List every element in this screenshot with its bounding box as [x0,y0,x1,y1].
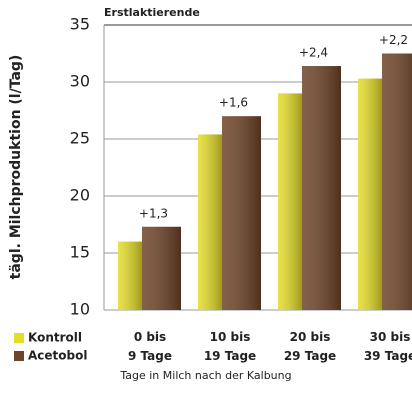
bar-shade [278,93,302,311]
bar-shade [222,116,261,310]
x-tick-label: 20 bis 29 Tage [283,330,337,363]
legend-label: Kontroll [28,331,82,345]
y-tick-label: 30 [70,72,90,91]
x-axis-title: Tage in Milch nach der Kalbung [119,369,291,382]
annotation: +1,3 [139,206,168,220]
bar-shade [302,66,341,310]
legend-swatch [14,351,24,361]
bar-shade [142,226,181,310]
chart-title: Erstlaktierende [104,6,200,19]
y-tick-label: 20 [70,186,90,205]
annotation: +2,2 [379,33,408,47]
y-tick-label: 15 [70,243,90,262]
legend-label: Acetobol [28,349,87,363]
y-tick-label: 35 [70,15,90,34]
annotation: +2,4 [299,46,328,60]
annotation: +1,6 [219,96,248,110]
x-tick-label: 0 bis 9 Tage [128,330,172,363]
y-tick-label: 25 [70,129,90,148]
bar-shade [198,134,222,310]
bar-shade [358,78,382,310]
bar-shade [118,241,142,310]
x-tick-label: 10 bis 19 Tage [203,330,257,363]
legend-swatch [14,333,24,343]
bar-shade [382,53,412,310]
y-axis-title: tägl. Milchproduktion (l/Tag) [8,55,24,280]
y-tick-label: 10 [70,300,90,319]
x-tick-label: 30 bis 39 Tage [363,330,412,363]
